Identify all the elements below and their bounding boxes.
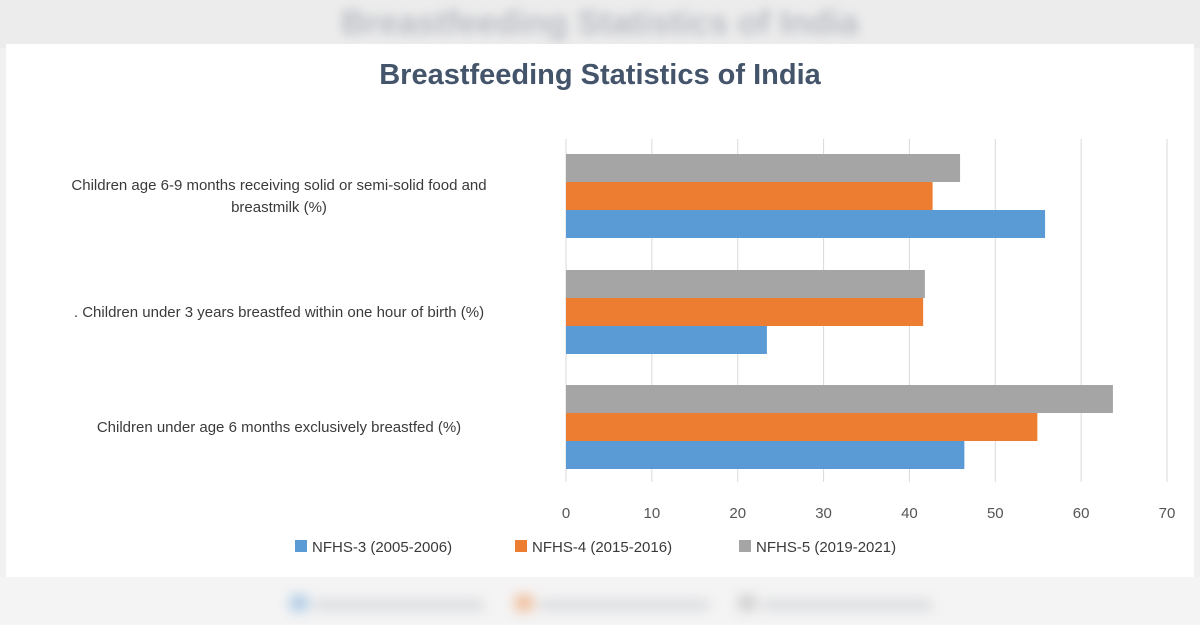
chart-title: Breastfeeding Statistics of India: [379, 59, 821, 91]
category-label-1-line-2: breastmilk (%): [231, 199, 327, 216]
legend-swatch-3: [739, 540, 751, 552]
legend: NFHS-3 (2005-2006) NFHS-4 (2015-2016) NFHS…: [295, 539, 896, 556]
x-tick-40: 40: [901, 505, 918, 522]
bar-1-category-2: [566, 326, 767, 354]
blurred-title-ghost: Breastfeeding Statistics of India: [341, 4, 859, 42]
x-axis-ticks: 0 10 20 30 40 50 60 70: [562, 505, 1176, 522]
bar-3-category-1: [566, 154, 961, 182]
blurred-background-bottom: [0, 577, 1200, 625]
bar-chart: Breastfeeding Statistics of India Childr…: [71, 59, 1176, 556]
bar-1-category-3: [566, 441, 965, 469]
legend-swatch-1: [295, 540, 307, 552]
blurred-background-top: Breastfeeding Statistics of India: [0, 0, 1200, 48]
x-tick-30: 30: [815, 505, 832, 522]
category-label-3-line-1: Children under age 6 months exclusively …: [97, 419, 461, 436]
bar-2-category-3: [566, 413, 1038, 441]
chart-card: Breastfeeding Statistics of India Childr…: [6, 44, 1194, 577]
bar-2-category-1: [566, 182, 933, 210]
ghost-legend-3: [738, 595, 958, 611]
bar-3-category-2: [566, 270, 925, 298]
bars: [566, 154, 1113, 469]
legend-label-1: NFHS-3 (2005-2006): [312, 539, 452, 556]
x-tick-50: 50: [987, 505, 1004, 522]
bar-2-category-2: [566, 298, 924, 326]
legend-label-2: NFHS-4 (2015-2016): [532, 539, 672, 556]
x-tick-70: 70: [1159, 505, 1176, 522]
legend-label-3: NFHS-5 (2019-2021): [756, 539, 896, 556]
x-tick-20: 20: [729, 505, 746, 522]
ghost-legend-2: [515, 595, 735, 611]
category-label-1-line-1: Children age 6-9 months receiving solid …: [71, 177, 486, 194]
bar-3-category-3: [566, 385, 1113, 413]
legend-swatch-2: [515, 540, 527, 552]
ghost-legend-1: [290, 595, 510, 611]
x-tick-60: 60: [1073, 505, 1090, 522]
bar-1-category-1: [566, 210, 1046, 238]
category-labels: Children age 6-9 months receiving solid …: [71, 177, 486, 436]
x-tick-0: 0: [562, 505, 570, 522]
category-label-2-line-1: . Children under 3 years breastfed withi…: [74, 304, 484, 321]
x-tick-10: 10: [644, 505, 661, 522]
